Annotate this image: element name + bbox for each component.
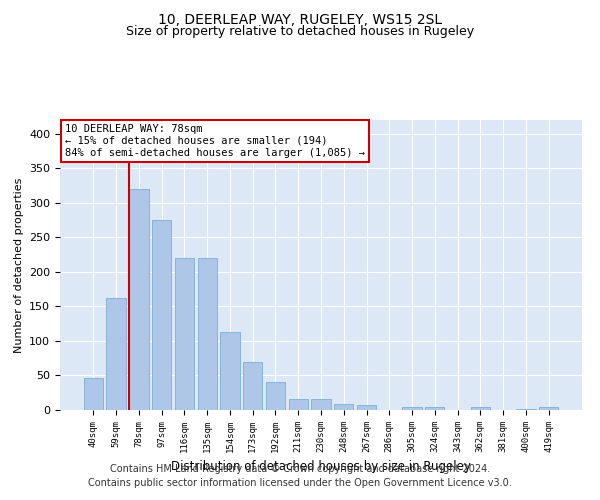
X-axis label: Distribution of detached houses by size in Rugeley: Distribution of detached houses by size …: [171, 460, 471, 473]
Bar: [357, 405, 376, 410]
Y-axis label: Number of detached properties: Number of detached properties: [14, 178, 23, 352]
Bar: [175, 258, 194, 410]
Bar: [425, 407, 445, 410]
Bar: [106, 298, 126, 410]
Bar: [470, 407, 490, 410]
Bar: [334, 404, 353, 410]
Bar: [403, 407, 422, 410]
Text: 10 DEERLEAP WAY: 78sqm
← 15% of detached houses are smaller (194)
84% of semi-de: 10 DEERLEAP WAY: 78sqm ← 15% of detached…: [65, 124, 365, 158]
Text: 10, DEERLEAP WAY, RUGELEY, WS15 2SL: 10, DEERLEAP WAY, RUGELEY, WS15 2SL: [158, 12, 442, 26]
Bar: [220, 332, 239, 410]
Bar: [84, 378, 103, 410]
Bar: [289, 399, 308, 410]
Bar: [243, 362, 262, 410]
Bar: [311, 399, 331, 410]
Bar: [266, 382, 285, 410]
Bar: [197, 258, 217, 410]
Bar: [539, 407, 558, 410]
Bar: [152, 220, 172, 410]
Bar: [516, 408, 536, 410]
Bar: [129, 189, 149, 410]
Text: Size of property relative to detached houses in Rugeley: Size of property relative to detached ho…: [126, 25, 474, 38]
Text: Contains HM Land Registry data © Crown copyright and database right 2024.
Contai: Contains HM Land Registry data © Crown c…: [88, 464, 512, 487]
